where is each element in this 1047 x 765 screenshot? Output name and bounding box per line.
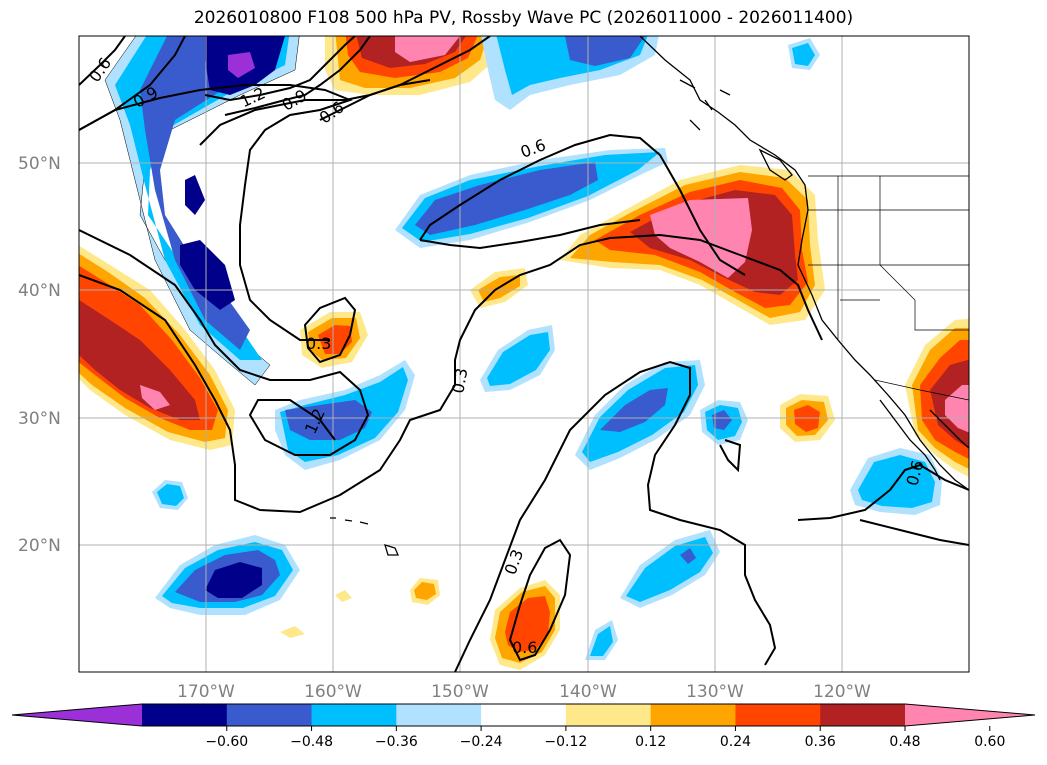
contour-0.6-south <box>508 538 572 662</box>
colorbar-segment <box>565 704 652 726</box>
contour-0.9-mid <box>224 36 371 116</box>
colorbar-segment <box>481 704 567 726</box>
negative-anomaly-south-central-core <box>600 388 668 432</box>
colorbar-tick-label: −0.36 <box>375 734 418 750</box>
colorbar-tick-label: −0.12 <box>544 734 587 750</box>
negative-anomaly-nw-peak <box>228 52 255 78</box>
positive-anomaly-north-peak <box>395 36 460 62</box>
negative-anomaly-small-4b <box>590 626 613 656</box>
longitude-labels: 170°W 160°W 150°W 140°W 130°W 120°W <box>177 682 871 702</box>
contour-0.6-north <box>319 36 491 121</box>
positive-anomaly-south-mid2 <box>505 596 550 652</box>
graticule <box>79 36 969 672</box>
contour-0.6-ridge <box>79 233 823 514</box>
negative-anomaly-nw-deep2 <box>180 240 235 310</box>
lat-label: 40°N <box>18 281 61 301</box>
colorbar-segment <box>735 704 821 726</box>
negative-anomaly-north-core <box>565 36 645 66</box>
colorbar-segment <box>650 704 736 726</box>
positive-anomaly-small-4b <box>414 582 436 600</box>
lat-label: 20°N <box>18 536 61 556</box>
colorbar-tick-label: 0.48 <box>889 734 920 750</box>
colorbar-segment <box>820 704 906 726</box>
colorbar-segment <box>226 704 313 726</box>
vancouver-island <box>758 148 793 181</box>
negative-anomaly-small-3b <box>157 484 184 506</box>
contour-0.6-nw <box>79 36 126 86</box>
alaska-islands <box>679 79 731 131</box>
latitude-labels: 50°N 40°N 30°N 20°N <box>18 154 61 556</box>
colorbar-extend-low <box>12 704 142 726</box>
contour-central-loop-lower <box>419 219 641 250</box>
negative-anomaly-nw-core <box>140 36 279 350</box>
pv-contours <box>79 36 969 672</box>
map-frame <box>78 35 970 673</box>
lon-label: 140°W <box>559 682 617 702</box>
coastlines <box>330 36 969 556</box>
colorbar-segment <box>396 704 482 726</box>
contour-0.3-cutoff <box>303 296 357 364</box>
contour-label: 0.6 <box>512 638 537 657</box>
north-america-coast <box>639 36 969 491</box>
contour-central-loop <box>419 133 746 276</box>
lon-label: 150°W <box>431 682 489 702</box>
colorbar-tick-label: 0.12 <box>635 734 666 750</box>
contour-large-north <box>79 84 353 341</box>
positive-anomaly-small-6 <box>280 626 305 638</box>
contour-small-east <box>719 439 742 473</box>
negative-anomaly-small-2c <box>712 410 732 430</box>
state-borders <box>808 176 969 340</box>
contour-label: 0.3 <box>501 547 528 577</box>
contour-label: 0.3 <box>448 366 471 394</box>
positive-anomaly-small-5 <box>335 590 352 602</box>
contour-0.3-south <box>454 360 777 672</box>
contour-1.2-nw <box>204 36 356 102</box>
baja-peninsula <box>879 399 941 481</box>
lon-label: 130°W <box>686 682 744 702</box>
hawaii <box>330 517 399 556</box>
political-borders <box>808 175 969 401</box>
lat-label: 50°N <box>18 154 61 174</box>
colorbar: −0.60 −0.48 −0.36 −0.24 −0.12 0.12 0.24 0.36 0.4… <box>11 703 1036 750</box>
positive-anomaly-west-peak <box>140 385 170 410</box>
negative-anomaly-small-1b <box>487 332 550 386</box>
lon-label: 120°W <box>813 682 871 702</box>
colorbar-segment <box>142 704 228 726</box>
positive-anomaly-mexico-peak <box>945 385 969 433</box>
colorbar-tick-label: −0.48 <box>290 734 333 750</box>
colorbar-extend-high <box>905 704 1035 726</box>
lon-label: 170°W <box>177 682 235 702</box>
colorbar-tick-label: 0.60 <box>974 734 1005 750</box>
colorbar-tick-label: −0.24 <box>460 734 503 750</box>
negative-anomaly-south-east-core <box>680 548 696 564</box>
positive-anomaly-coast-peak <box>650 198 752 278</box>
us-mexico-border <box>874 379 969 401</box>
negative-anomaly-nw-deep3 <box>185 175 205 215</box>
negative-anomaly-southwest-deep <box>205 562 262 598</box>
colorbar-tick-label: 0.36 <box>805 734 836 750</box>
colorbar-tick-label: 0.24 <box>720 734 751 750</box>
shaded-anomalies <box>79 36 969 670</box>
positive-anomaly-west-core <box>79 300 200 420</box>
contour-label: 0.3 <box>306 334 331 353</box>
colorbar-outline <box>11 703 1036 727</box>
lon-label: 160°W <box>304 682 362 702</box>
negative-anomaly-small-5b <box>792 43 815 66</box>
negative-anomaly-central-core <box>415 162 598 235</box>
contour-0.6-baja <box>797 463 969 546</box>
chart-title: 2026010800 F108 500 hPa PV, Rossby Wave … <box>193 8 854 28</box>
colorbar-segment <box>311 704 397 726</box>
colorbar-tick-label: −0.60 <box>205 734 248 750</box>
contour-large-trough <box>79 229 370 456</box>
lat-label: 30°N <box>18 409 61 429</box>
mexico-mainland <box>929 409 969 449</box>
